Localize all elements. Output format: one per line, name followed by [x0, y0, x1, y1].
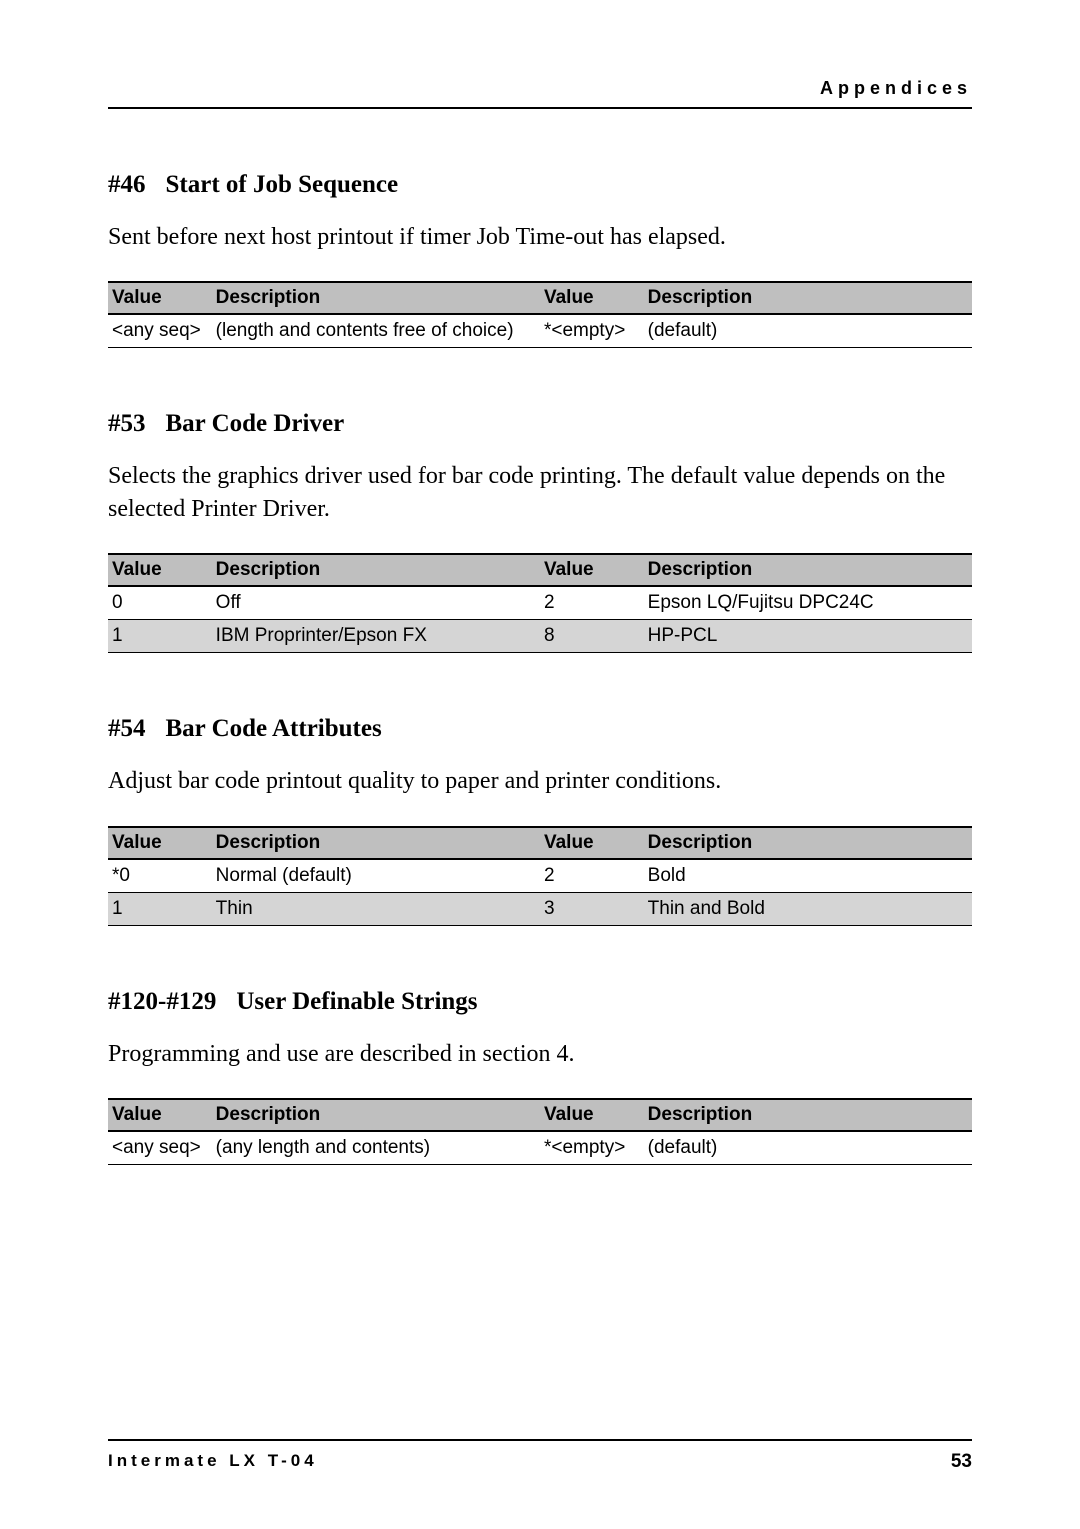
table-row: 1 Thin 3 Thin and Bold [108, 892, 972, 925]
cell-value: 3 [540, 892, 644, 925]
footer-doc-title: Intermate LX T-04 [108, 1451, 318, 1473]
cell-value: 1 [108, 620, 212, 653]
table-54: Value Description Value Description *0 N… [108, 826, 972, 926]
cell-description: (any length and contents) [212, 1131, 540, 1165]
page-footer: Intermate LX T-04 53 [108, 1439, 972, 1473]
section-number: #53 [108, 410, 146, 438]
section-heading: Bar Code Driver [166, 410, 345, 438]
footer-page-number: 53 [951, 1451, 972, 1473]
table-row: *0 Normal (default) 2 Bold [108, 859, 972, 893]
cell-description: Epson LQ/Fujitsu DPC24C [644, 586, 972, 620]
cell-description: Normal (default) [212, 859, 540, 893]
table-row: 1 IBM Proprinter/Epson FX 8 HP-PCL [108, 620, 972, 653]
col-value: Value [540, 554, 644, 586]
cell-description: Thin and Bold [644, 892, 972, 925]
section-number: #120-#129 [108, 988, 216, 1016]
col-value: Value [540, 827, 644, 859]
section-body: Selects the graphics driver used for bar… [108, 460, 972, 525]
table-120: Value Description Value Description <any… [108, 1098, 972, 1165]
section-title: #54 Bar Code Attributes [108, 715, 972, 743]
col-description: Description [212, 827, 540, 859]
section-title: #120-#129 User Definable Strings [108, 988, 972, 1016]
section-heading: Bar Code Attributes [166, 715, 382, 743]
cell-value: 0 [108, 586, 212, 620]
table-53: Value Description Value Description 0 Of… [108, 553, 972, 653]
section-46: #46 Start of Job Sequence Sent before ne… [108, 171, 972, 348]
section-title: #46 Start of Job Sequence [108, 171, 972, 199]
cell-description: Thin [212, 892, 540, 925]
col-value: Value [108, 1099, 212, 1131]
cell-description: (default) [644, 1131, 972, 1165]
col-description: Description [644, 827, 972, 859]
col-description: Description [644, 282, 972, 314]
cell-description: HP-PCL [644, 620, 972, 653]
section-120-129: #120-#129 User Definable Strings Program… [108, 988, 972, 1165]
cell-value: *<empty> [540, 1131, 644, 1165]
section-heading: Start of Job Sequence [166, 171, 399, 199]
cell-value: <any seq> [108, 1131, 212, 1165]
cell-description: (length and contents free of choice) [212, 314, 540, 348]
section-body: Programming and use are described in sec… [108, 1038, 972, 1070]
col-value: Value [108, 282, 212, 314]
table-header-row: Value Description Value Description [108, 554, 972, 586]
cell-value: <any seq> [108, 314, 212, 348]
page: Appendices #46 Start of Job Sequence Sen… [0, 0, 1080, 1529]
table-row: 0 Off 2 Epson LQ/Fujitsu DPC24C [108, 586, 972, 620]
table-row: <any seq> (length and contents free of c… [108, 314, 972, 348]
section-title: #53 Bar Code Driver [108, 410, 972, 438]
col-description: Description [212, 1099, 540, 1131]
col-description: Description [212, 554, 540, 586]
section-number: #54 [108, 715, 146, 743]
table-header-row: Value Description Value Description [108, 1099, 972, 1131]
table-header-row: Value Description Value Description [108, 827, 972, 859]
col-value: Value [540, 1099, 644, 1131]
section-54: #54 Bar Code Attributes Adjust bar code … [108, 715, 972, 925]
section-heading: User Definable Strings [236, 988, 477, 1016]
col-value: Value [108, 827, 212, 859]
table-header-row: Value Description Value Description [108, 282, 972, 314]
col-value: Value [108, 554, 212, 586]
col-value: Value [540, 282, 644, 314]
cell-description: Off [212, 586, 540, 620]
cell-value: 8 [540, 620, 644, 653]
section-number: #46 [108, 171, 146, 199]
cell-value: *<empty> [540, 314, 644, 348]
cell-value: 2 [540, 586, 644, 620]
section-body: Adjust bar code printout quality to pape… [108, 765, 972, 797]
cell-description: Bold [644, 859, 972, 893]
col-description: Description [644, 554, 972, 586]
col-description: Description [212, 282, 540, 314]
table-46: Value Description Value Description <any… [108, 281, 972, 348]
cell-description: IBM Proprinter/Epson FX [212, 620, 540, 653]
running-header: Appendices [108, 78, 972, 109]
table-row: <any seq> (any length and contents) *<em… [108, 1131, 972, 1165]
section-53: #53 Bar Code Driver Selects the graphics… [108, 410, 972, 653]
cell-value: *0 [108, 859, 212, 893]
cell-value: 2 [540, 859, 644, 893]
cell-description: (default) [644, 314, 972, 348]
cell-value: 1 [108, 892, 212, 925]
section-body: Sent before next host printout if timer … [108, 221, 972, 253]
col-description: Description [644, 1099, 972, 1131]
